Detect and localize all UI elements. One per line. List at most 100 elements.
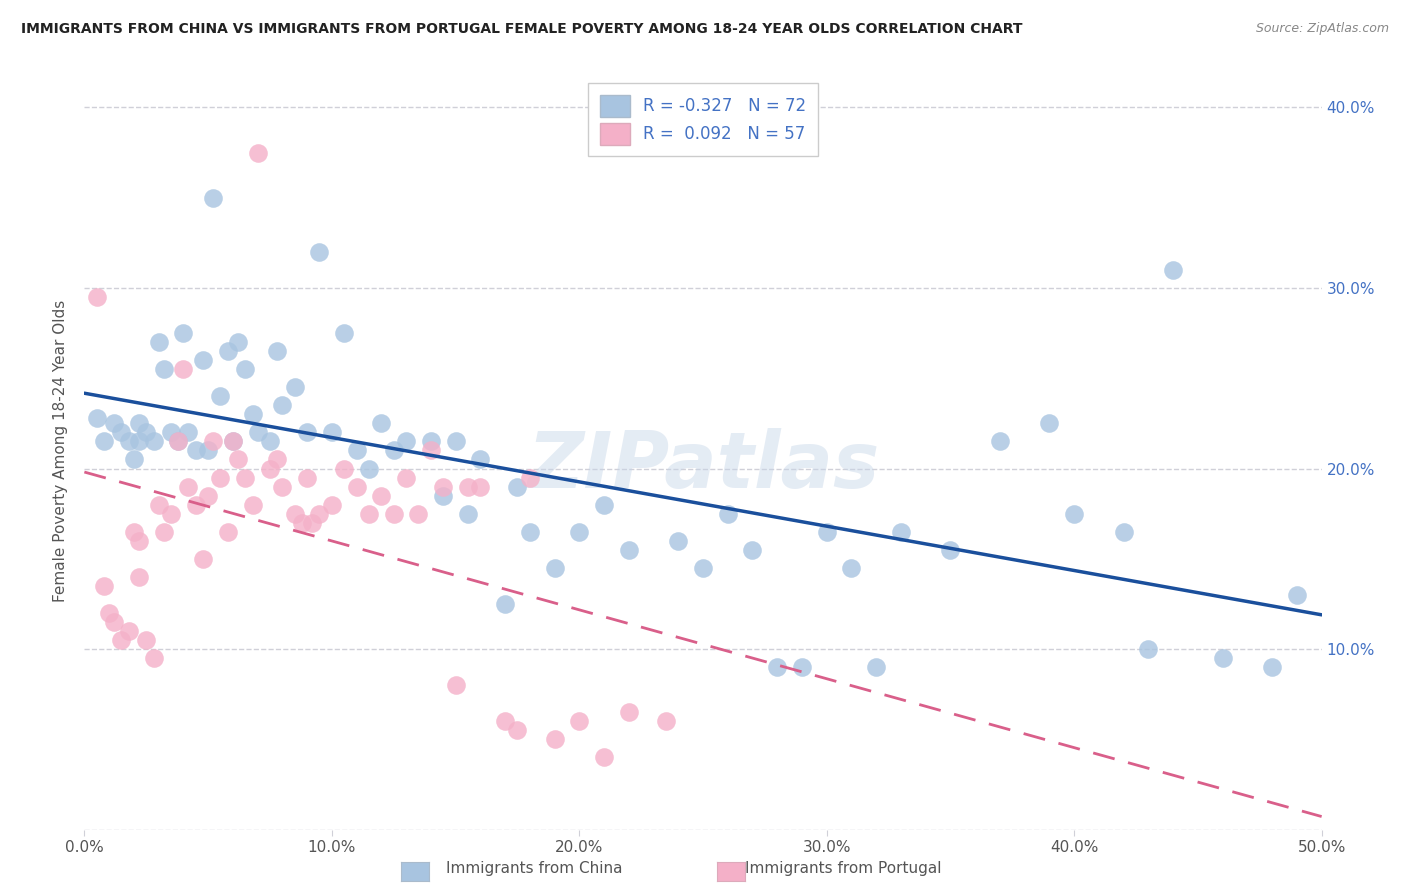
Point — [865, 660, 887, 674]
Point — [148, 498, 170, 512]
Point — [1063, 507, 1085, 521]
Text: Source: ZipAtlas.com: Source: ZipAtlas.com — [1256, 22, 1389, 36]
Point — [617, 705, 640, 719]
Point — [177, 479, 200, 493]
Point — [152, 524, 174, 539]
Point — [217, 524, 239, 539]
Point — [432, 489, 454, 503]
Point — [191, 353, 214, 368]
Point — [432, 479, 454, 493]
Point — [395, 470, 418, 484]
Point — [160, 425, 183, 440]
Point — [333, 461, 356, 475]
Point — [197, 489, 219, 503]
Point — [202, 191, 225, 205]
Point — [308, 244, 330, 259]
Point — [395, 434, 418, 449]
Point — [408, 507, 430, 521]
Point — [457, 507, 479, 521]
Point — [593, 498, 616, 512]
Point — [419, 434, 441, 449]
Point — [519, 470, 541, 484]
Point — [494, 714, 516, 729]
Point — [122, 524, 145, 539]
Point — [122, 452, 145, 467]
Point — [167, 434, 190, 449]
Point — [346, 443, 368, 458]
Point — [666, 533, 689, 548]
Point — [172, 362, 194, 376]
Point — [1038, 417, 1060, 431]
Text: Immigrants from China: Immigrants from China — [446, 861, 623, 876]
Point — [815, 524, 838, 539]
Point — [444, 678, 467, 692]
Point — [741, 542, 763, 557]
Point — [717, 507, 740, 521]
Text: Immigrants from Portugal: Immigrants from Portugal — [745, 861, 942, 876]
Point — [266, 452, 288, 467]
Point — [86, 411, 108, 425]
Point — [197, 443, 219, 458]
Point — [568, 714, 591, 729]
Point — [271, 479, 294, 493]
Point — [128, 533, 150, 548]
Point — [370, 417, 392, 431]
Point — [93, 434, 115, 449]
Point — [655, 714, 678, 729]
Point — [110, 425, 132, 440]
Legend: R = -0.327   N = 72, R =  0.092   N = 57: R = -0.327 N = 72, R = 0.092 N = 57 — [588, 84, 818, 156]
Point — [321, 425, 343, 440]
Point — [419, 443, 441, 458]
Point — [128, 417, 150, 431]
Point — [457, 479, 479, 493]
Point — [790, 660, 813, 674]
Point — [118, 434, 141, 449]
Point — [295, 425, 318, 440]
Point — [86, 290, 108, 304]
Point — [333, 326, 356, 340]
Point — [271, 398, 294, 412]
Point — [1112, 524, 1135, 539]
Point — [1137, 642, 1160, 657]
Point — [128, 570, 150, 584]
Point — [226, 452, 249, 467]
Point — [191, 551, 214, 566]
Point — [128, 434, 150, 449]
Point — [172, 326, 194, 340]
Point — [93, 579, 115, 593]
Point — [184, 443, 207, 458]
Point — [346, 479, 368, 493]
Point — [103, 615, 125, 629]
Point — [233, 470, 256, 484]
Point — [568, 524, 591, 539]
Point — [357, 461, 380, 475]
Point — [291, 516, 314, 530]
Point — [246, 425, 269, 440]
Point — [167, 434, 190, 449]
Point — [766, 660, 789, 674]
Point — [506, 479, 529, 493]
Point — [148, 335, 170, 350]
Y-axis label: Female Poverty Among 18-24 Year Olds: Female Poverty Among 18-24 Year Olds — [53, 300, 69, 601]
Point — [246, 145, 269, 160]
Point — [370, 489, 392, 503]
Point — [217, 344, 239, 359]
Point — [357, 507, 380, 521]
Point — [617, 542, 640, 557]
Text: IMMIGRANTS FROM CHINA VS IMMIGRANTS FROM PORTUGAL FEMALE POVERTY AMONG 18-24 YEA: IMMIGRANTS FROM CHINA VS IMMIGRANTS FROM… — [21, 22, 1022, 37]
Point — [506, 723, 529, 738]
Point — [301, 516, 323, 530]
Point — [222, 434, 245, 449]
Point — [1212, 651, 1234, 665]
Text: ZIPatlas: ZIPatlas — [527, 427, 879, 504]
Point — [470, 452, 492, 467]
Point — [543, 561, 565, 575]
Point — [259, 461, 281, 475]
Point — [692, 561, 714, 575]
Point — [202, 434, 225, 449]
Point — [890, 524, 912, 539]
Point — [242, 408, 264, 422]
Point — [142, 651, 165, 665]
Point — [135, 425, 157, 440]
Point — [222, 434, 245, 449]
